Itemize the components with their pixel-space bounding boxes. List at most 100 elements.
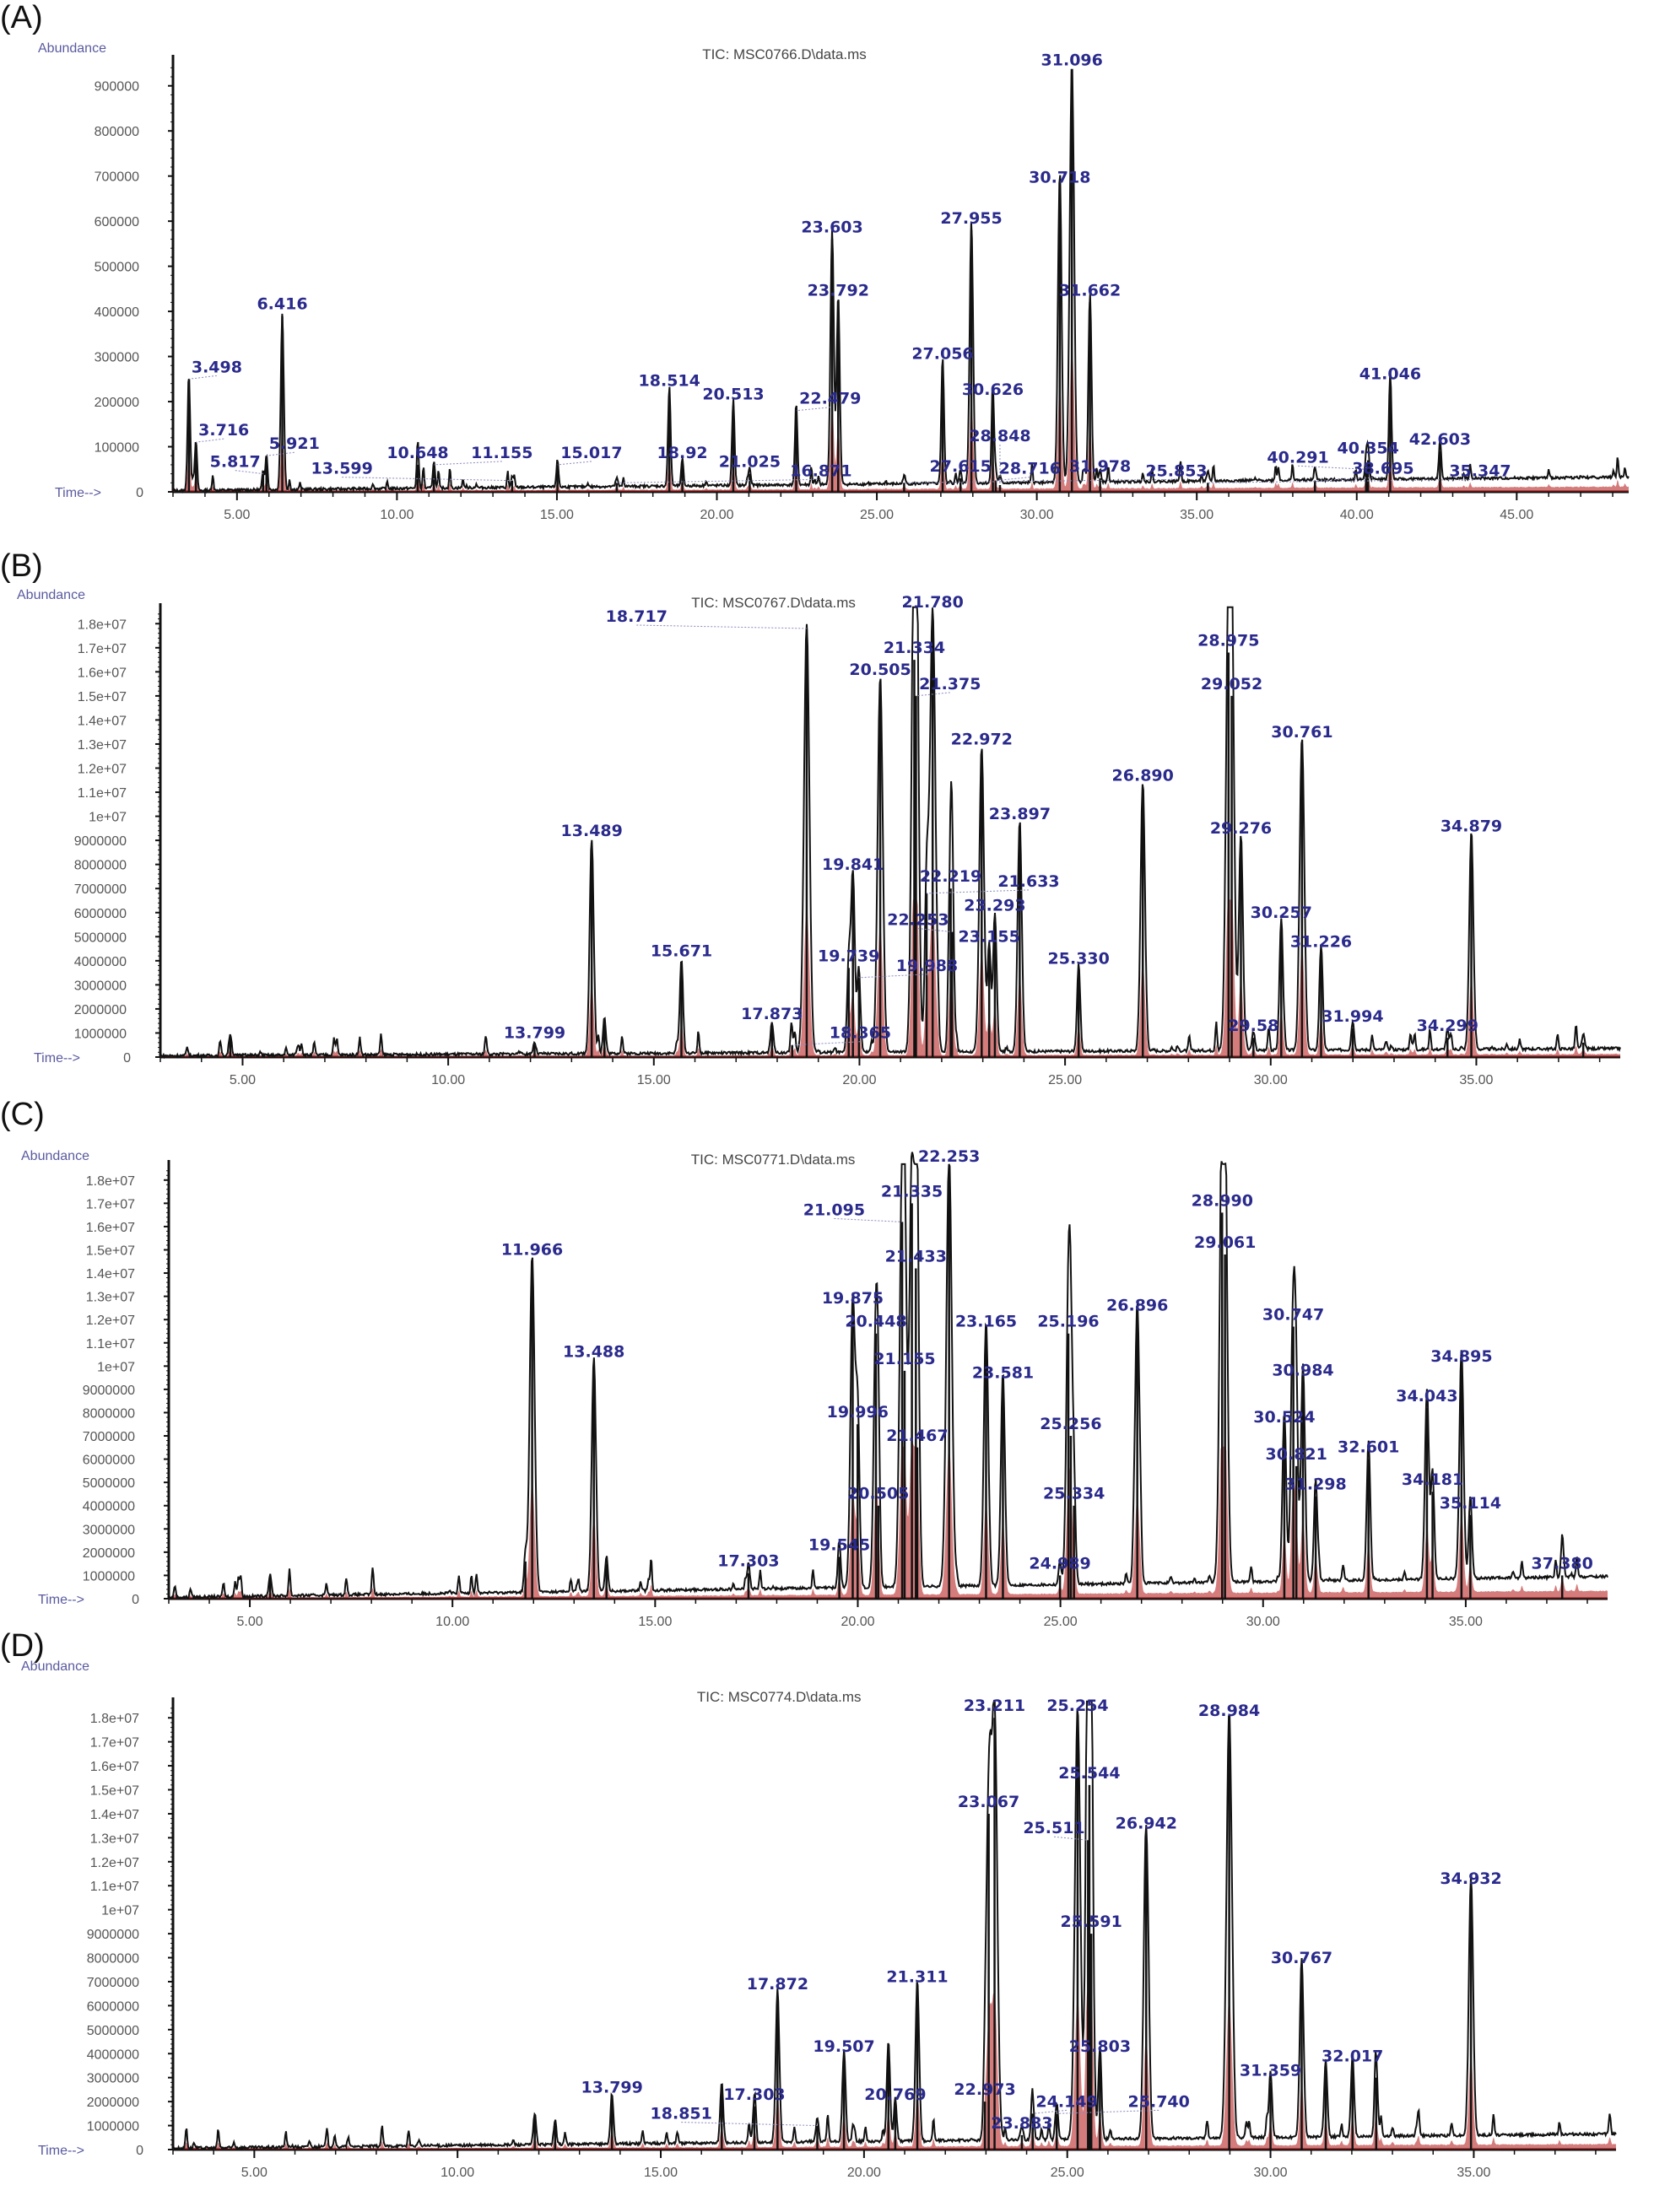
panel-b: (B) Abundance Time--> TIC: MSC0767.D\data.… bbox=[0, 548, 1654, 1088]
y-tick-label: 4000000 bbox=[74, 955, 127, 969]
peak-label: 17.303 bbox=[717, 1552, 779, 1571]
y-tick-label: 800000 bbox=[95, 125, 139, 139]
peak-label: 34.879 bbox=[1440, 817, 1502, 835]
x-tick-label: 25.00 bbox=[1048, 1073, 1082, 1087]
y-axis-title: Abundance bbox=[21, 1149, 89, 1163]
label-leader bbox=[342, 477, 512, 482]
y-tick-label: 6000000 bbox=[74, 907, 127, 921]
peak-label: 25.803 bbox=[1069, 2037, 1131, 2056]
peak-label: 29.58 bbox=[1228, 1017, 1278, 1035]
peak-label: 11.966 bbox=[501, 1240, 563, 1259]
peak-label: 30.718 bbox=[1029, 169, 1090, 187]
x-tick-label: 35.00 bbox=[1180, 508, 1213, 522]
peak-label: 13.599 bbox=[311, 460, 373, 478]
peak-label: 29.061 bbox=[1194, 1233, 1256, 1252]
peak-label: 31.226 bbox=[1290, 932, 1352, 951]
peak-label: 34.043 bbox=[1396, 1387, 1457, 1405]
peak-label: 21.025 bbox=[719, 453, 781, 472]
peak-label: 16.871 bbox=[790, 461, 851, 480]
label-leader bbox=[792, 1041, 861, 1046]
label-leader bbox=[1053, 1836, 1089, 1841]
peak-label: 13.799 bbox=[504, 1024, 565, 1043]
panel-label: (A) bbox=[0, 0, 43, 35]
x-tick-label: 25.00 bbox=[1044, 1615, 1078, 1629]
peak-label: 30.767 bbox=[1271, 1949, 1332, 1967]
label-leader bbox=[1298, 465, 1366, 470]
peak-label: 15.017 bbox=[560, 444, 622, 462]
y-tick-label: 300000 bbox=[95, 351, 139, 365]
peak-label: 23.293 bbox=[964, 897, 1025, 915]
y-tick-label: 2000000 bbox=[87, 2096, 139, 2110]
y-tick-label: 500000 bbox=[95, 261, 139, 275]
peak-label: 24.149 bbox=[1035, 2092, 1097, 2111]
x-tick-label: 40.00 bbox=[1340, 508, 1374, 522]
y-tick-label: 1.8e+07 bbox=[86, 1174, 135, 1189]
panel-a: (A) Abundance Time--> TIC: MSC0766.D\data.… bbox=[0, 0, 1654, 548]
peak-label: 22.219 bbox=[920, 867, 981, 886]
peak-label: 32.601 bbox=[1338, 1438, 1399, 1457]
x-tick-label: 30.00 bbox=[1020, 508, 1054, 522]
peak-label: 26.890 bbox=[1112, 766, 1174, 785]
tic-trace bbox=[172, 1700, 1617, 2151]
peak-label: 28.975 bbox=[1197, 632, 1259, 650]
label-leader bbox=[196, 438, 224, 443]
y-tick-label: 1.7e+07 bbox=[78, 642, 127, 656]
y-tick-label: 1.7e+07 bbox=[90, 1736, 139, 1751]
leader-layer bbox=[188, 375, 1480, 485]
y-tick-label: 5000000 bbox=[87, 2024, 139, 2038]
peak-label: 34.181 bbox=[1402, 1470, 1463, 1489]
peak-label: 3.498 bbox=[192, 358, 242, 376]
y-tick-label: 1.3e+07 bbox=[78, 738, 127, 753]
x-tick-label: 35.00 bbox=[1457, 2166, 1490, 2180]
y-tick-label: 0 bbox=[136, 2144, 143, 2158]
y-tick-label: 5000000 bbox=[74, 931, 127, 945]
label-leader bbox=[681, 2122, 818, 2127]
peak-label: 13.488 bbox=[563, 1343, 624, 1362]
peak-label: 19.739 bbox=[818, 947, 879, 965]
peak-label: 31.298 bbox=[1284, 1476, 1346, 1494]
label-leader bbox=[1032, 2109, 1068, 2114]
y-tick-label: 2000000 bbox=[74, 1003, 127, 1017]
leader-layer bbox=[636, 624, 1030, 1046]
peak-label: 28.990 bbox=[1192, 1191, 1253, 1210]
y-tick-label: 1000000 bbox=[83, 1569, 135, 1583]
y-tick-label: 1.2e+07 bbox=[86, 1314, 135, 1328]
peak-label: 30.626 bbox=[962, 380, 1024, 399]
y-tick-label: 0 bbox=[136, 486, 143, 500]
peak-label: 19.988 bbox=[896, 957, 958, 975]
peak-label: 31.662 bbox=[1059, 281, 1121, 299]
peak-label: 23.792 bbox=[808, 281, 869, 299]
peak-label: 22.973 bbox=[954, 2080, 1015, 2099]
peak-label: 21.311 bbox=[886, 1968, 948, 1987]
label-leader bbox=[1057, 2109, 1159, 2114]
peak-label: 41.046 bbox=[1359, 364, 1421, 383]
peak-label: 40.291 bbox=[1267, 448, 1328, 467]
y-axis-title: Abundance bbox=[38, 41, 106, 56]
y-tick-label: 1.1e+07 bbox=[86, 1337, 135, 1351]
peak-label: 21.375 bbox=[919, 675, 981, 693]
peak-label: 19.545 bbox=[808, 1535, 870, 1554]
label-leader bbox=[557, 461, 592, 466]
peak-label: 18.92 bbox=[657, 444, 708, 462]
y-tick-label: 1e+07 bbox=[89, 811, 127, 825]
x-tick-label: 10.00 bbox=[435, 1615, 469, 1629]
peak-label: 29.276 bbox=[1210, 819, 1272, 838]
y-tick-label: 1.5e+07 bbox=[86, 1244, 135, 1258]
peak-label: 40.354 bbox=[1338, 440, 1399, 458]
peak-label: 42.603 bbox=[1409, 430, 1471, 449]
peak-label: 25.740 bbox=[1128, 2092, 1190, 2111]
chart-title: TIC: MSC0767.D\data.ms bbox=[691, 595, 856, 611]
label-leader bbox=[188, 375, 218, 380]
y-tick-label: 1.4e+07 bbox=[90, 1808, 139, 1822]
y-tick-label: 6000000 bbox=[83, 1454, 135, 1468]
peak-label: 34.895 bbox=[1430, 1347, 1492, 1366]
x-axis-title: Time--> bbox=[55, 486, 101, 500]
integration-area bbox=[160, 899, 1620, 1057]
peak-label: 19.875 bbox=[822, 1289, 884, 1308]
peak-label: 18.514 bbox=[639, 371, 700, 390]
panel-label: (B) bbox=[0, 548, 43, 584]
y-tick-label: 3000000 bbox=[83, 1523, 135, 1537]
integration-area bbox=[169, 1442, 1608, 1599]
peak-label: 25.330 bbox=[1048, 949, 1110, 968]
y-tick-label: 1.8e+07 bbox=[78, 618, 127, 632]
